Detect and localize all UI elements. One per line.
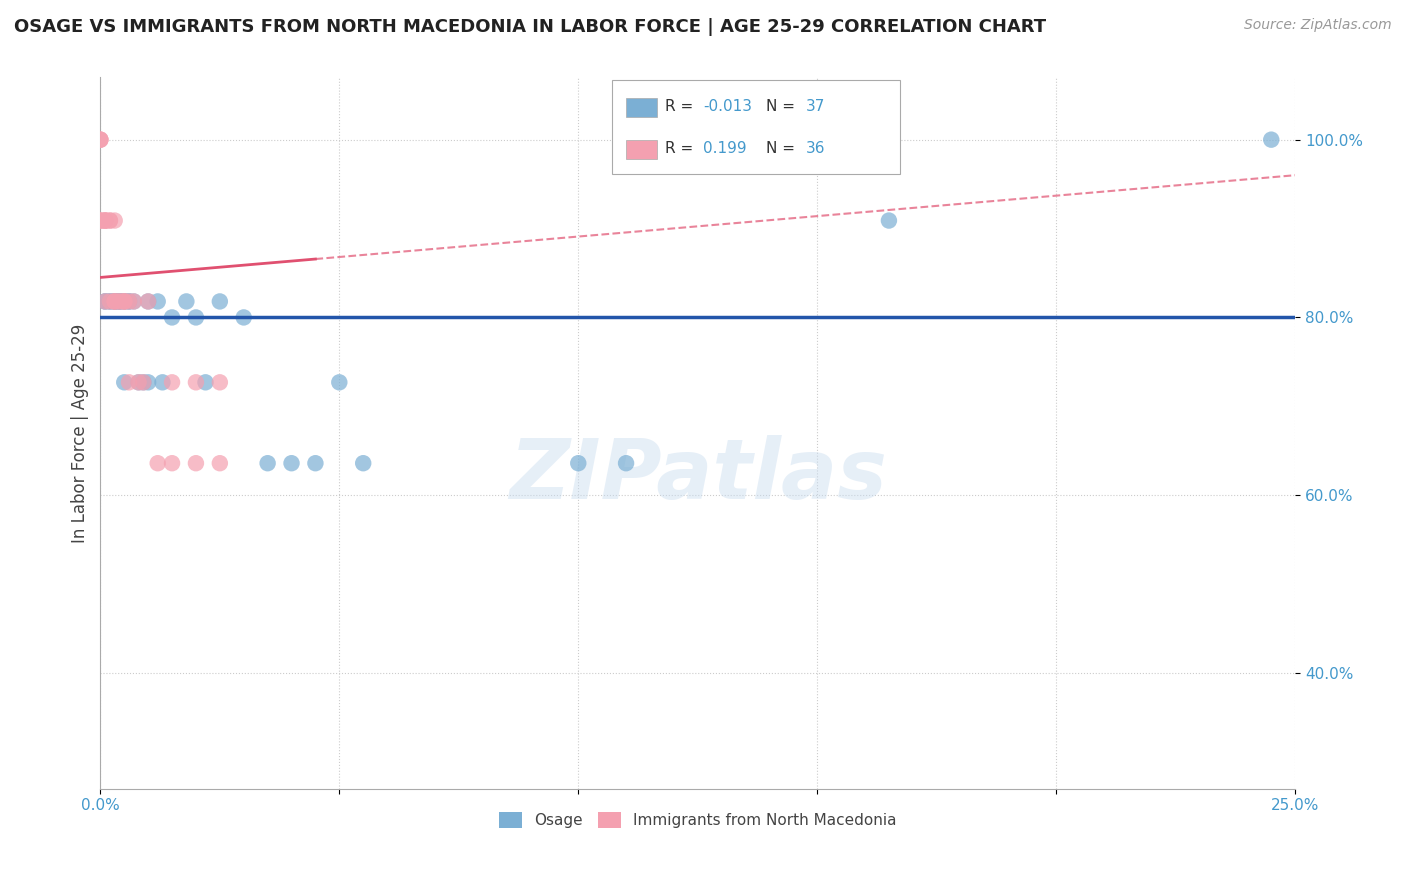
Point xyxy=(112,294,135,309)
Point xyxy=(194,376,217,390)
Point xyxy=(146,456,169,470)
Point xyxy=(104,294,127,309)
Point xyxy=(122,294,145,309)
Point xyxy=(136,376,159,390)
Point xyxy=(112,294,135,309)
Point xyxy=(160,376,183,390)
Point xyxy=(208,456,231,470)
Point xyxy=(184,310,207,325)
Point xyxy=(108,294,131,309)
Point xyxy=(328,376,350,390)
Point xyxy=(128,376,150,390)
Point xyxy=(89,213,111,227)
Point xyxy=(98,213,121,227)
Point xyxy=(94,213,117,227)
Point xyxy=(112,294,135,309)
Text: R =: R = xyxy=(665,141,699,156)
Point xyxy=(160,310,183,325)
Point xyxy=(112,376,135,390)
Point xyxy=(104,294,127,309)
Text: N =: N = xyxy=(766,141,800,156)
Point xyxy=(94,294,117,309)
Point xyxy=(112,294,135,309)
Point xyxy=(614,456,637,470)
Point xyxy=(89,133,111,147)
Point xyxy=(122,294,145,309)
Point xyxy=(118,294,141,309)
Text: 36: 36 xyxy=(806,141,825,156)
Point xyxy=(89,213,111,227)
Point xyxy=(1260,133,1282,147)
Point xyxy=(104,294,127,309)
Point xyxy=(208,294,231,309)
Text: N =: N = xyxy=(766,99,800,114)
Point xyxy=(128,376,150,390)
Point xyxy=(176,294,198,309)
Point xyxy=(89,133,111,147)
Point xyxy=(877,213,900,227)
Point xyxy=(567,456,589,470)
Point xyxy=(160,456,183,470)
Y-axis label: In Labor Force | Age 25-29: In Labor Force | Age 25-29 xyxy=(72,324,89,542)
Text: 37: 37 xyxy=(806,99,825,114)
Legend: Osage, Immigrants from North Macedonia: Osage, Immigrants from North Macedonia xyxy=(494,806,903,834)
Point xyxy=(94,294,117,309)
Point xyxy=(98,294,121,309)
Text: 0.199: 0.199 xyxy=(703,141,747,156)
Point xyxy=(104,294,127,309)
Point xyxy=(136,294,159,309)
Point xyxy=(98,294,121,309)
Point xyxy=(118,294,141,309)
Point xyxy=(108,294,131,309)
Point xyxy=(136,294,159,309)
Point xyxy=(108,294,131,309)
Point xyxy=(184,456,207,470)
Point xyxy=(112,294,135,309)
Point xyxy=(94,294,117,309)
Point xyxy=(104,213,127,227)
Point xyxy=(89,213,111,227)
Text: Source: ZipAtlas.com: Source: ZipAtlas.com xyxy=(1244,18,1392,32)
Text: R =: R = xyxy=(665,99,699,114)
Point xyxy=(304,456,326,470)
Point xyxy=(208,376,231,390)
Point xyxy=(184,376,207,390)
Text: OSAGE VS IMMIGRANTS FROM NORTH MACEDONIA IN LABOR FORCE | AGE 25-29 CORRELATION : OSAGE VS IMMIGRANTS FROM NORTH MACEDONIA… xyxy=(14,18,1046,36)
Point xyxy=(108,294,131,309)
Point xyxy=(280,456,302,470)
Point xyxy=(98,213,121,227)
Point xyxy=(232,310,254,325)
Point xyxy=(94,213,117,227)
Point xyxy=(104,294,127,309)
Text: -0.013: -0.013 xyxy=(703,99,752,114)
Point xyxy=(94,213,117,227)
Point xyxy=(256,456,278,470)
Point xyxy=(104,294,127,309)
Point xyxy=(118,376,141,390)
Point xyxy=(98,294,121,309)
Point xyxy=(352,456,374,470)
Point xyxy=(118,294,141,309)
Text: ZIPatlas: ZIPatlas xyxy=(509,435,887,516)
Point xyxy=(146,294,169,309)
Point xyxy=(132,376,155,390)
Point xyxy=(108,294,131,309)
Point xyxy=(94,213,117,227)
Point xyxy=(152,376,174,390)
Point xyxy=(132,376,155,390)
Point xyxy=(89,133,111,147)
